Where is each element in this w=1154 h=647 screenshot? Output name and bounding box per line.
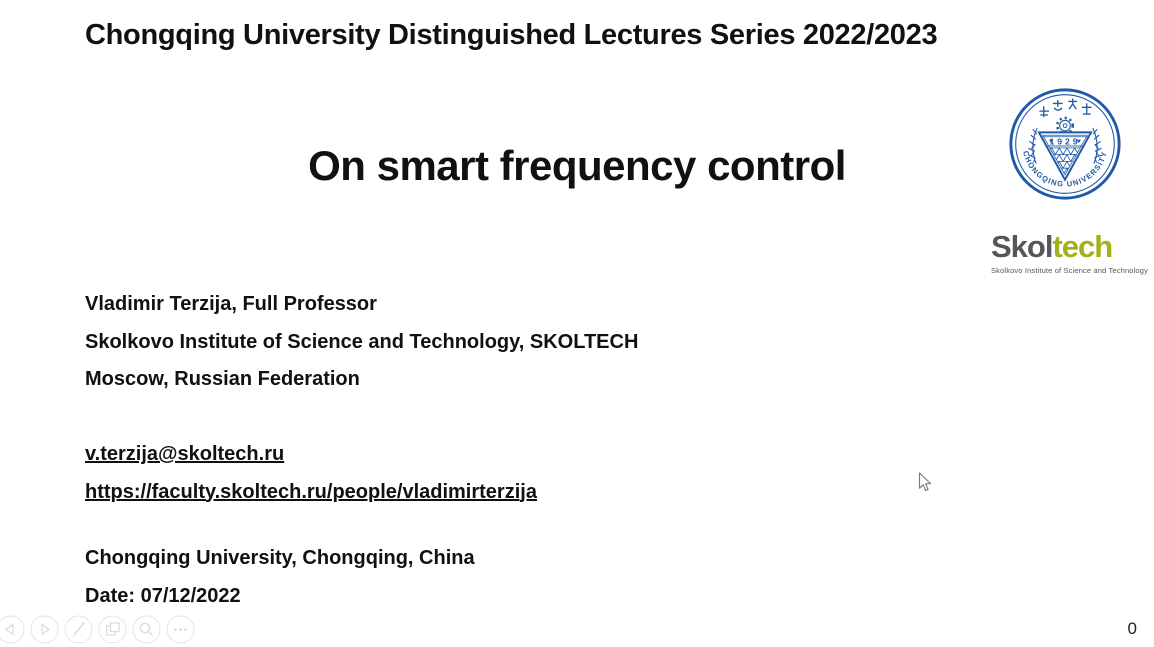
laurel-branches-icon [1028,128,1102,164]
seal-year: 1929 [1050,136,1081,146]
faculty-page-link[interactable]: https://faculty.skoltech.ru/people/vladi… [85,480,537,503]
magnifier-icon [132,615,161,644]
ellipsis-icon [166,615,195,644]
venue-line: Chongqing University, Chongqing, China [85,547,475,569]
author-name: Vladimir Terzija, Full Professor [85,293,377,315]
skoltech-subtitle: Skolkovo Institute of Science and Techno… [991,266,1148,275]
slideshow-toolbar [0,615,195,644]
date-line: Date: 07/12/2022 [85,584,241,607]
venue-block: Chongqing University, Chongqing, China D… [85,540,475,615]
email-link[interactable]: v.terzija@skoltech.ru [85,443,285,465]
chevron-left-icon [0,615,25,644]
chinese-calligraphy-icon [1039,98,1092,118]
slide-number: 0 [1127,619,1137,638]
lecture-series-header: Chongqing University Distinguished Lectu… [85,19,938,51]
chevron-right-icon [30,615,59,644]
skoltech-wordmark-green: tech [1052,229,1113,264]
see-all-slides-button[interactable] [98,615,127,644]
skoltech-logo: Skoltech Skolkovo Institute of Science a… [991,231,1154,275]
next-slide-button[interactable] [30,615,59,644]
links-block: v.terzija@skoltech.ru https://faculty.sk… [85,436,537,511]
pen-button[interactable] [64,615,93,644]
more-options-button[interactable] [166,615,195,644]
slide-title: On smart frequency control [308,142,846,189]
skoltech-wordmark-dark: Skol [991,229,1053,264]
author-affiliation: Skolkovo Institute of Science and Techno… [85,330,639,353]
author-location: Moscow, Russian Federation [85,368,360,390]
previous-slide-button[interactable] [0,615,25,644]
author-block: Vladimir Terzija, Full Professor Skolkov… [85,286,638,399]
slides-icon [98,615,127,644]
chongqing-university-logo: 1929 CHONGQING UNIVERSITY [1007,86,1123,202]
skoltech-wordmark: Skoltech [991,231,1154,262]
gear-icon [1056,116,1074,135]
zoom-button[interactable] [132,615,161,644]
pen-icon [64,615,93,644]
chongqing-university-seal-icon: 1929 CHONGQING UNIVERSITY [1009,88,1121,200]
mouse-cursor-icon [918,472,932,492]
